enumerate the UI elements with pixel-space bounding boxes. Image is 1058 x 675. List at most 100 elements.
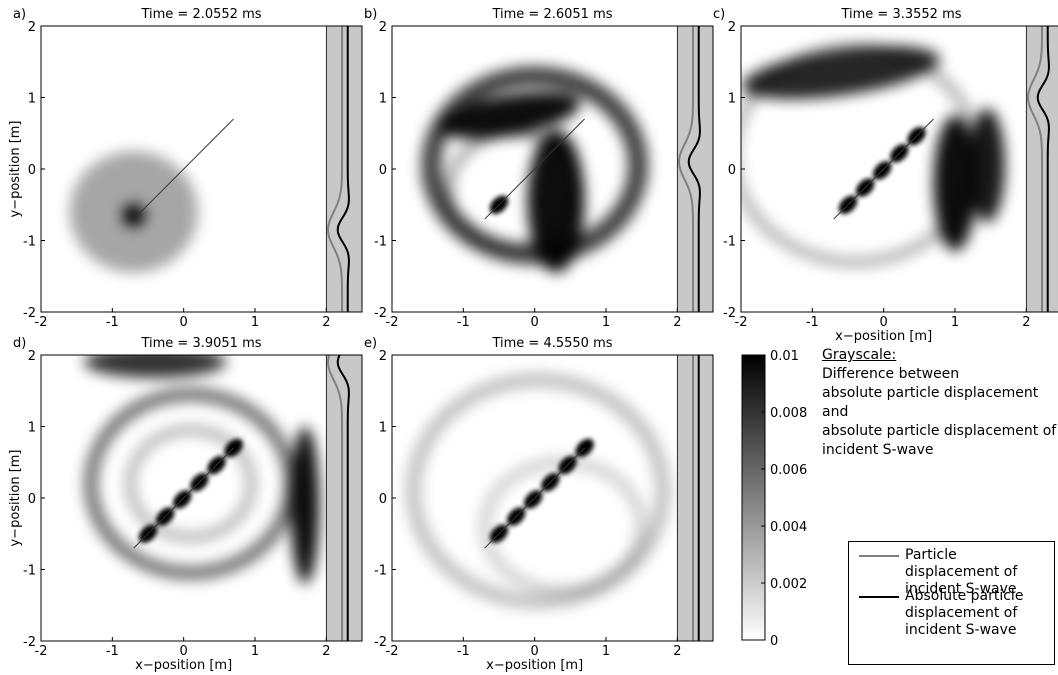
y-tick-label: -2 [723,306,736,321]
x-tick-label: 0 [531,315,539,330]
legend-swatch [859,555,899,557]
panel-title: Time = 3.3552 ms [840,7,961,22]
panel-title: Time = 2.6051 ms [491,7,612,22]
annotation: Grayscale: Difference between absolute pa… [822,346,1058,460]
x-tick-label: 2 [673,315,681,330]
heatmap [741,26,1058,312]
trace-strip [325,26,362,312]
field-ring [125,425,256,542]
y-tick-label: -2 [23,635,36,650]
annotation-line: incident S-wave [822,442,934,458]
y-tick-label: 0 [379,492,387,507]
x-tick-label: 0 [180,315,188,330]
x-tick-label: 2 [322,644,330,659]
x-tick-label: -2 [386,315,399,330]
panel-label: d) [13,336,26,351]
y-tick-label: -2 [374,635,387,650]
x-tick-label: 2 [322,315,330,330]
colorbar [741,354,766,641]
heatmap [392,355,713,641]
x-tick-label: 1 [251,315,259,330]
x-tick-label: -2 [35,644,48,659]
trace-strip [676,355,713,641]
x-tick-label: 1 [602,315,610,330]
panel-label: c) [713,7,725,22]
heatmap [392,26,713,312]
y-tick-label: 2 [28,20,36,35]
y-tick-label: -1 [374,564,387,579]
y-tick-label: 2 [28,349,36,364]
panel-title: Time = 3.9051 ms [140,336,261,351]
y-tick-label: 1 [379,92,387,107]
incident-trace [678,26,695,312]
field-blob [122,204,146,227]
field-blob [933,115,977,252]
field-ring [406,372,671,609]
x-tick-label: 1 [602,644,610,659]
scatterer [833,118,934,220]
x-tick-label: 0 [880,315,888,330]
trace-strip [325,355,362,641]
y-axis-label: y−position [m] [8,120,23,217]
y-tick-label: 1 [728,92,736,107]
x-tick-label: -1 [457,315,470,330]
y-tick-label: -1 [23,235,36,250]
panel-label: b) [364,7,377,22]
y-tick-label: 2 [379,20,387,35]
wave-field [69,151,198,273]
y-tick-label: -2 [374,306,387,321]
x-tick-label: 0 [180,644,188,659]
legend-label: Absolute particle displacement of incide… [905,588,1024,638]
annotation-line: and [822,404,849,420]
wave-field [421,66,649,273]
annotation-body: Difference between absolute particle disp… [822,365,1058,460]
y-tick-label: 2 [728,20,736,35]
x-tick-label: -1 [457,644,470,659]
scatterer [133,447,234,549]
scatterer [484,447,585,549]
y-tick-label: -1 [723,235,736,250]
heatmap [41,355,362,641]
y-tick-label: -1 [23,564,36,579]
x-tick-label: -2 [735,315,748,330]
field-blob [290,426,320,584]
colorbar-tick-label: 0 [770,634,778,649]
wave-field [83,355,320,584]
x-tick-label: -2 [386,644,399,659]
field-ring [421,66,649,265]
y-tick-label: -1 [374,235,387,250]
heatmap [41,26,362,312]
legend-entry: Particle displacement of incident S-wave [859,547,1055,598]
y-tick-label: 0 [379,163,387,178]
wave-field [741,42,1005,268]
y-tick-label: 1 [28,421,36,436]
y-tick-label: 1 [379,421,387,436]
annotation-line: absolute particle displacement [822,385,1039,401]
field-ring [741,42,982,268]
absolute-trace [336,26,350,312]
panel-label: a) [13,7,26,22]
colorbar-tick-label: 0.006 [770,463,807,478]
y-tick-label: 1 [28,92,36,107]
legend-entry: Absolute particle displacement of incide… [859,588,1055,639]
x-tick-label: 2 [673,644,681,659]
y-tick-label: 0 [28,163,36,178]
y-tick-label: -2 [23,306,36,321]
incident-trace [1027,26,1044,312]
field-blob [83,355,227,378]
colorbar-tick-label: 0.002 [770,577,807,592]
incident-trace [327,355,344,641]
field-blob [439,92,581,139]
legend: Particle displacement of incident S-wave… [848,541,1055,665]
colorbar-tick-label: 0.01 [770,349,799,364]
x-tick-label: 1 [251,644,259,659]
panel-title: Time = 4.5550 ms [491,336,612,351]
y-tick-label: 2 [379,349,387,364]
colorbar-tick-label: 0.004 [770,520,807,535]
x-tick-label: -1 [806,315,819,330]
annotation-heading: Grayscale: [822,347,897,363]
x-tick-label: 0 [531,644,539,659]
legend-label: Particle displacement of incident S-wave [905,547,1018,597]
